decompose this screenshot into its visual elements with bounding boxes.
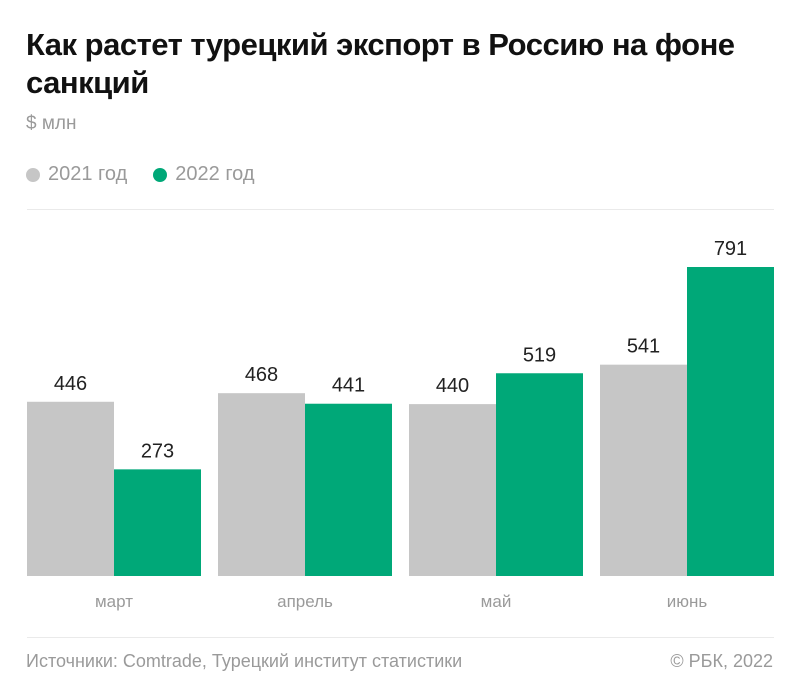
copyright: © РБК, 2022 — [670, 651, 773, 671]
legend-dot-icon — [153, 167, 168, 182]
source-note: Источники: Comtrade, Турецкий институт с… — [26, 651, 463, 671]
legend-label: 2021 год — [48, 163, 128, 185]
bar — [218, 393, 305, 576]
legend-item-2022: 2022 год — [153, 163, 255, 186]
legend-dot-icon — [26, 167, 40, 182]
bar — [496, 373, 583, 576]
data-label: 468 — [245, 364, 278, 386]
x-tick-label: июнь — [667, 592, 708, 611]
data-label: 273 — [141, 440, 174, 462]
data-label: 541 — [627, 336, 660, 358]
legend-label: 2022 год — [175, 163, 255, 185]
x-tick-label: май — [481, 592, 512, 611]
data-label: 519 — [523, 344, 556, 366]
data-label: 791 — [714, 238, 747, 260]
data-label: 446 — [54, 373, 87, 395]
x-tick-label: апрель — [277, 592, 333, 611]
footer-divider — [27, 637, 774, 638]
bar — [27, 401, 114, 576]
legend-item-2021: 2021 год — [26, 163, 127, 186]
bar — [687, 267, 774, 576]
x-tick-label: март — [95, 592, 133, 611]
top-divider — [27, 209, 774, 210]
bar — [114, 469, 201, 576]
bar — [409, 404, 496, 576]
bar — [600, 364, 687, 576]
data-label: 440 — [436, 375, 469, 397]
legend: 2021 год 2022 год — [26, 163, 255, 186]
chart-title: Как растет турецкий экспорт в Россию на … — [26, 27, 735, 100]
data-label: 441 — [332, 375, 365, 397]
unit-label: $ млн — [26, 113, 77, 134]
bar — [305, 403, 392, 576]
